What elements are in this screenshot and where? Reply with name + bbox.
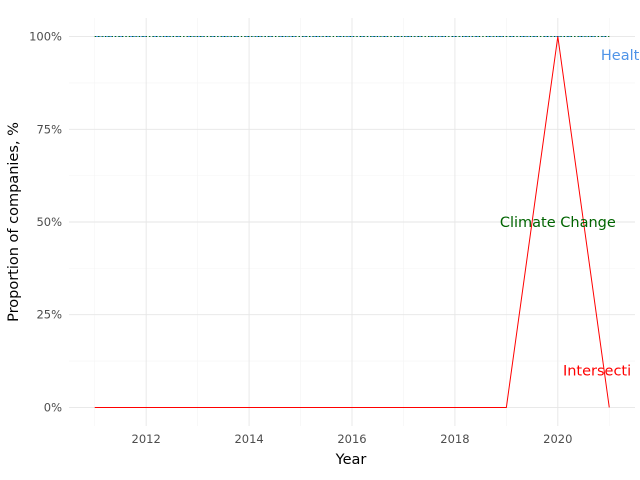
series-label: Intersecti xyxy=(563,363,631,379)
series-label: Climate Change xyxy=(500,215,616,231)
y-axis-title: Proportion of companies, % xyxy=(6,122,22,322)
y-tick-label: 0% xyxy=(44,400,62,414)
major-gridlines xyxy=(69,18,635,426)
x-axis-title: Year xyxy=(335,452,367,468)
x-tick-label: 2014 xyxy=(234,432,263,446)
x-tick-label: 2012 xyxy=(132,432,161,446)
series-label: Health xyxy=(601,48,640,64)
y-axis-ticks: 0% 25% 50% 75% 100% xyxy=(29,30,62,415)
x-tick-label: 2018 xyxy=(440,432,469,446)
y-tick-label: 50% xyxy=(36,215,62,229)
y-tick-label: 100% xyxy=(29,30,62,44)
series-lines xyxy=(94,36,610,408)
x-tick-label: 2020 xyxy=(543,432,572,446)
x-axis-ticks: 2012 2014 2016 2018 2020 xyxy=(132,432,573,446)
series-annotations: Health Climate Change Intersecti xyxy=(500,48,640,379)
series-line-intersecti xyxy=(94,36,610,408)
y-tick-label: 25% xyxy=(36,308,62,322)
x-tick-label: 2016 xyxy=(337,432,366,446)
y-tick-label: 75% xyxy=(36,122,62,136)
